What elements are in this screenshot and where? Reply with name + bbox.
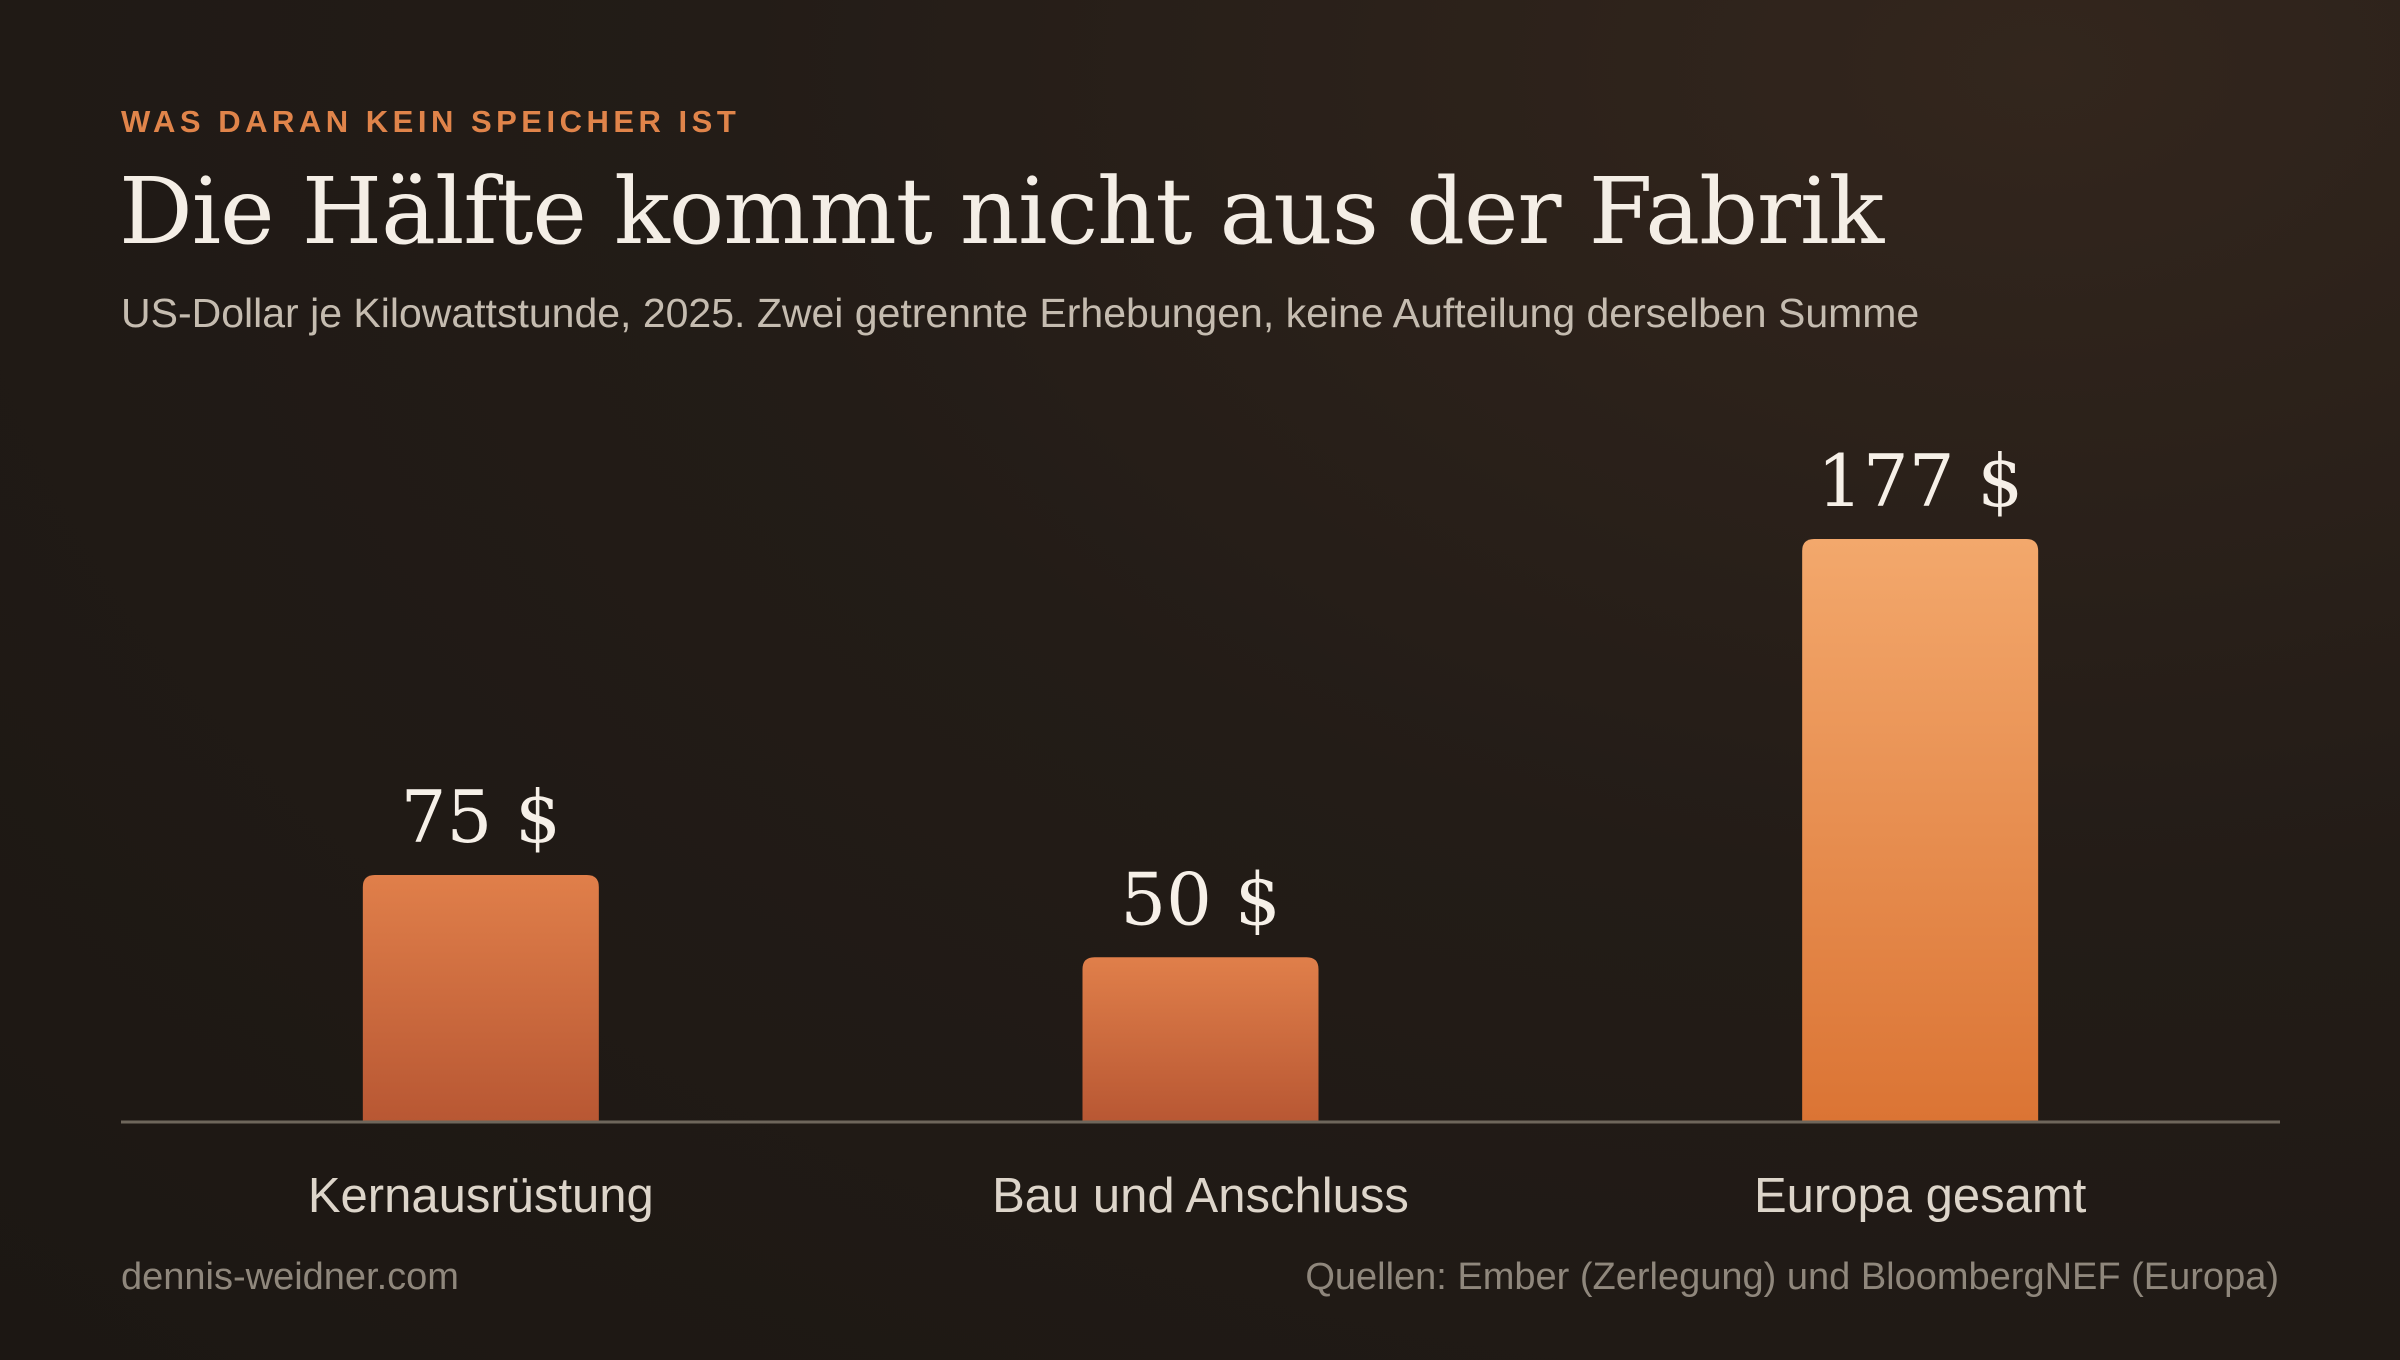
source-note: Quellen: Ember (Zerlegung) und Bloomberg… xyxy=(1305,1256,2279,1298)
chart-eyebrow: WAS DARAN KEIN SPEICHER IST xyxy=(121,104,741,139)
category-label-1: Kernausrüstung xyxy=(308,1169,654,1223)
bar-2 xyxy=(1082,957,1319,1122)
value-label-3: 177 $ xyxy=(1817,439,2023,523)
bar-3 xyxy=(1802,539,2039,1122)
chart-title: Die Hälfte kommt nicht aus der Fabrik xyxy=(119,158,1884,265)
value-label-1: 75 $ xyxy=(401,775,561,859)
bar-1 xyxy=(362,874,599,1122)
category-label-3: Europa gesamt xyxy=(1754,1169,2087,1223)
site-credit: dennis-weidner.com xyxy=(121,1256,459,1298)
value-label-2: 50 $ xyxy=(1120,857,1280,941)
chart-subtitle: US-Dollar je Kilowattstunde, 2025. Zwei … xyxy=(121,290,1920,336)
category-label-2: Bau und Anschluss xyxy=(992,1169,1409,1223)
